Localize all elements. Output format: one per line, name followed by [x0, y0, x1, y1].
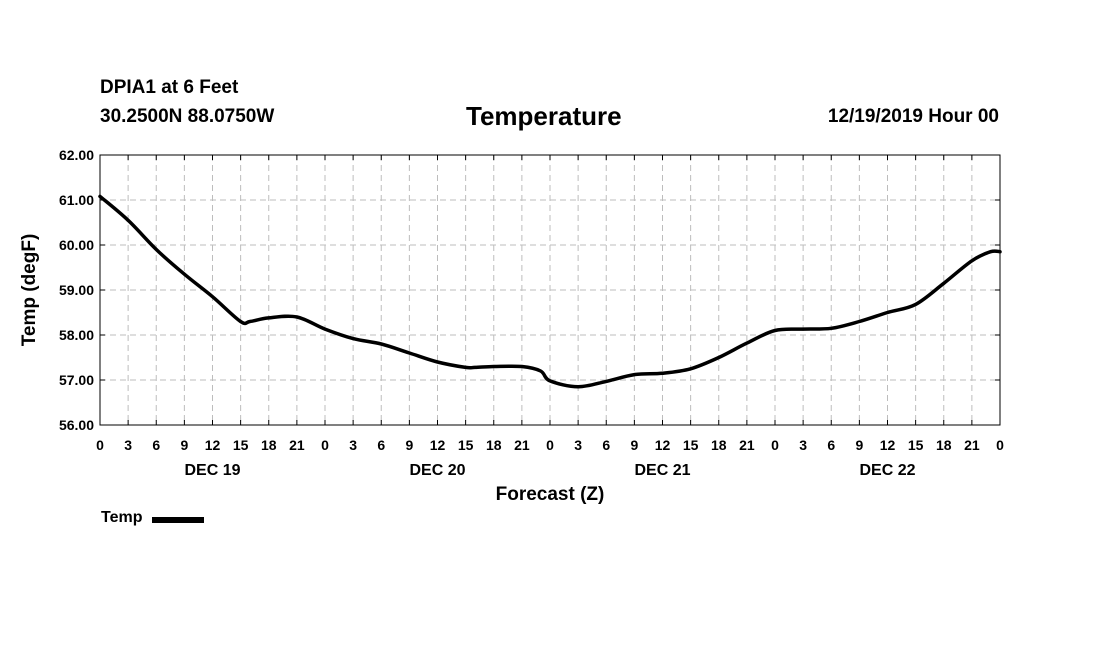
y-axis-title: Temp (degF) [19, 234, 40, 347]
day-label: DEC 22 [859, 462, 915, 479]
x-tick-label: 0 [96, 437, 104, 453]
x-tick-label: 0 [771, 437, 779, 453]
station-coordinates: 30.2500N 88.0750W [100, 106, 275, 127]
legend-label-temp: Temp [101, 509, 143, 526]
x-tick-label: 12 [205, 437, 221, 453]
x-tick-label: 15 [908, 437, 924, 453]
y-tick-label: 60.00 [59, 237, 94, 253]
x-tick-label: 6 [152, 437, 160, 453]
x-tick-label: 21 [289, 437, 305, 453]
y-tick-label: 57.00 [59, 372, 94, 388]
forecast-run-time: 12/19/2019 Hour 00 [827, 106, 999, 127]
x-tick-label: 18 [486, 437, 502, 453]
x-tick-label: 6 [377, 437, 385, 453]
x-axis-title: Forecast (Z) [496, 484, 605, 505]
x-tick-label: 9 [855, 437, 863, 453]
x-tick-label: 6 [602, 437, 610, 453]
x-tick-label: 18 [711, 437, 727, 453]
day-label: DEC 21 [634, 462, 690, 479]
x-tick-label: 3 [349, 437, 357, 453]
chart-title: Temperature [466, 101, 622, 131]
x-tick-label: 3 [124, 437, 132, 453]
x-tick-label: 18 [261, 437, 277, 453]
x-tick-label: 3 [799, 437, 807, 453]
day-label: DEC 20 [409, 462, 465, 479]
x-tick-label: 0 [546, 437, 554, 453]
legend-swatch-temp [152, 516, 205, 523]
x-tick-label: 0 [321, 437, 329, 453]
x-tick-label: 15 [458, 437, 474, 453]
y-tick-label: 58.00 [59, 327, 94, 343]
y-tick-label: 62.00 [59, 147, 94, 163]
station-label: DPIA1 at 6 Feet [100, 77, 239, 98]
x-tick-label: 21 [739, 437, 755, 453]
x-tick-label: 0 [996, 437, 1004, 453]
x-tick-label: 15 [233, 437, 249, 453]
y-tick-label: 59.00 [59, 282, 94, 298]
legend: Temp [101, 509, 205, 527]
x-tick-label: 15 [683, 437, 699, 453]
x-tick-label: 21 [964, 437, 980, 453]
x-tick-label: 12 [880, 437, 896, 453]
day-label: DEC 19 [184, 462, 240, 479]
series-line-temp [98, 194, 1002, 389]
x-tick-label: 6 [827, 437, 835, 453]
x-tick-label: 21 [514, 437, 530, 453]
x-tick-label: 9 [405, 437, 413, 453]
tick-marks [99, 154, 1001, 426]
grid [100, 155, 1000, 425]
x-tick-label: 18 [936, 437, 952, 453]
x-tick-label: 9 [630, 437, 638, 453]
x-tick-label: 12 [430, 437, 446, 453]
y-tick-label: 61.00 [59, 192, 94, 208]
x-tick-label: 12 [655, 437, 671, 453]
x-tick-label: 3 [574, 437, 582, 453]
x-tick-label: 9 [180, 437, 188, 453]
y-tick-label: 56.00 [59, 417, 94, 433]
